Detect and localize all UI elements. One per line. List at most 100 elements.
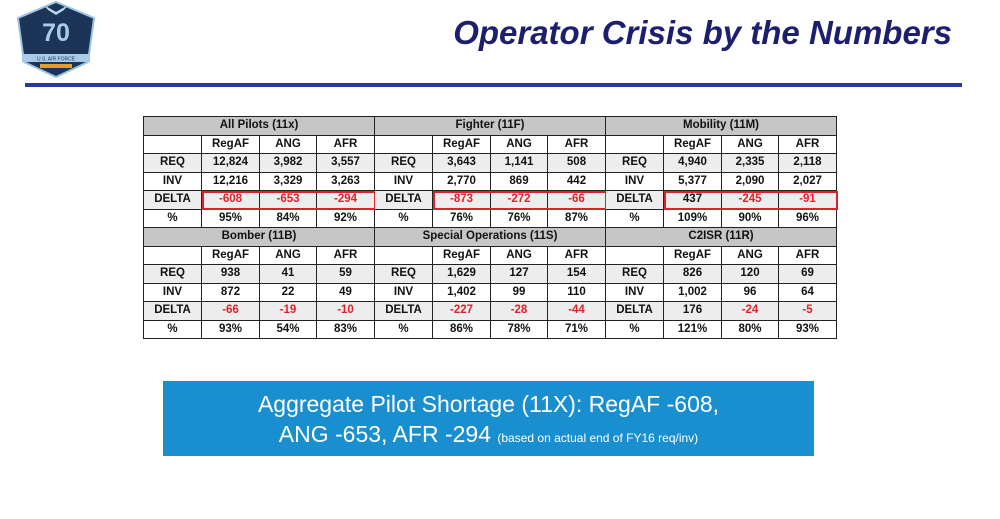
table-cell: 84% [260, 209, 317, 228]
table-cell: 64 [779, 283, 837, 302]
table-block: Fighter (11F) RegAF ANG AFR REQ 3,643 1,141 508… [375, 117, 607, 228]
row-label: REQ [375, 265, 433, 284]
pilot-shortage-table: All Pilots (11x) RegAF ANG AFR REQ 12,824 3,98… [143, 116, 838, 339]
block-header: Special Operations (11S) [375, 228, 606, 247]
table-cell: 69 [779, 265, 837, 284]
table-cell: 49 [317, 283, 375, 302]
row-label: REQ [375, 154, 433, 173]
table-cell: 1,629 [433, 265, 491, 284]
table-cell: 12,216 [202, 172, 260, 191]
table-cell: 83% [317, 320, 375, 339]
column-header: ANG [260, 135, 317, 154]
row-label: % [606, 209, 664, 228]
column-header: AFR [779, 135, 837, 154]
summary-banner: Aggregate Pilot Shortage (11X): RegAF -6… [163, 381, 814, 456]
column-header [606, 246, 664, 265]
column-header [144, 246, 202, 265]
page-title: Operator Crisis by the Numbers [453, 14, 952, 51]
logo-subtext: U.S. AIR FORCE [37, 57, 76, 63]
table-cell: 22 [260, 283, 317, 302]
column-header: ANG [260, 246, 317, 265]
table-cell: 3,263 [317, 172, 375, 191]
column-header: RegAF [202, 246, 260, 265]
table-cell: 95% [202, 209, 260, 228]
table-block: Special Operations (11S) RegAF ANG AFR REQ 1,… [375, 228, 606, 339]
block-header: Mobility (11M) [606, 117, 837, 136]
table-cell: 1,141 [491, 154, 548, 173]
table-cell: 2,090 [722, 172, 779, 191]
row-label: % [144, 320, 202, 339]
column-header: ANG [722, 246, 779, 265]
table-block: Mobility (11M) RegAF ANG AFR REQ 4,940 2,335 2,… [606, 117, 838, 228]
column-header: AFR [317, 135, 375, 154]
row-label: REQ [606, 265, 664, 284]
table-cell: 442 [548, 172, 606, 191]
table-cell: -66 [548, 191, 606, 210]
table-cell: 3,643 [433, 154, 491, 173]
row-label: DELTA [144, 302, 202, 321]
column-header [144, 135, 202, 154]
column-header: AFR [779, 246, 837, 265]
table-cell: 437 [664, 191, 722, 210]
table-cell: 54% [260, 320, 317, 339]
table-cell: 109% [664, 209, 722, 228]
table-cell: 938 [202, 265, 260, 284]
block-header: All Pilots (11x) [144, 117, 375, 136]
column-header: ANG [491, 135, 548, 154]
table-cell: -245 [722, 191, 779, 210]
column-header: AFR [548, 246, 606, 265]
summary-line-2: ANG -653, AFR -294 [278, 421, 498, 447]
table-cell: 93% [779, 320, 837, 339]
row-label: INV [144, 283, 202, 302]
summary-line-1: Aggregate Pilot Shortage (11X): RegAF -6… [257, 391, 720, 417]
row-label: INV [375, 283, 433, 302]
block-header: Bomber (11B) [144, 228, 375, 247]
row-label: % [606, 320, 664, 339]
row-label: REQ [144, 154, 202, 173]
table-cell: 2,118 [779, 154, 837, 173]
logo-number: 70 [42, 19, 70, 47]
column-header [375, 246, 433, 265]
row-label: DELTA [606, 191, 664, 210]
table-cell: 93% [202, 320, 260, 339]
table-cell: 110 [548, 283, 606, 302]
table-cell: 826 [664, 265, 722, 284]
table-cell: 121% [664, 320, 722, 339]
table-cell: 1,402 [433, 283, 491, 302]
row-label: % [144, 209, 202, 228]
table-cell: -19 [260, 302, 317, 321]
summary-note: (based on actual end of FY16 req/inv) [497, 431, 699, 445]
table-cell: 3,982 [260, 154, 317, 173]
column-header: RegAF [433, 135, 491, 154]
table-block: C2ISR (11R) RegAF ANG AFR REQ 826 120 69 INV 1,00… [606, 228, 837, 339]
row-label: REQ [144, 265, 202, 284]
table-cell: 71% [548, 320, 606, 339]
table-cell: 2,027 [779, 172, 837, 191]
table-block: All Pilots (11x) RegAF ANG AFR REQ 12,824 3,98… [144, 117, 376, 228]
table-cell: 5,377 [664, 172, 722, 191]
title-divider [25, 83, 962, 87]
row-label: REQ [606, 154, 664, 173]
table-cell: 869 [491, 172, 548, 191]
column-header [375, 135, 433, 154]
table-cell: 1,002 [664, 283, 722, 302]
table-cell: 2,770 [433, 172, 491, 191]
row-label: % [375, 209, 433, 228]
table-cell: 2,335 [722, 154, 779, 173]
table-cell: -24 [722, 302, 779, 321]
table-cell: 80% [722, 320, 779, 339]
row-label: DELTA [144, 191, 202, 210]
column-header: AFR [317, 246, 375, 265]
row-label: DELTA [375, 191, 433, 210]
column-header: ANG [491, 246, 548, 265]
table-cell: 872 [202, 283, 260, 302]
table-cell: 508 [548, 154, 606, 173]
column-header: ANG [722, 135, 779, 154]
column-header: RegAF [664, 135, 722, 154]
row-label: INV [606, 283, 664, 302]
table-cell: -873 [433, 191, 491, 210]
table-cell: -272 [491, 191, 548, 210]
table-cell: 86% [433, 320, 491, 339]
table-cell: 76% [433, 209, 491, 228]
table-cell: 154 [548, 265, 606, 284]
